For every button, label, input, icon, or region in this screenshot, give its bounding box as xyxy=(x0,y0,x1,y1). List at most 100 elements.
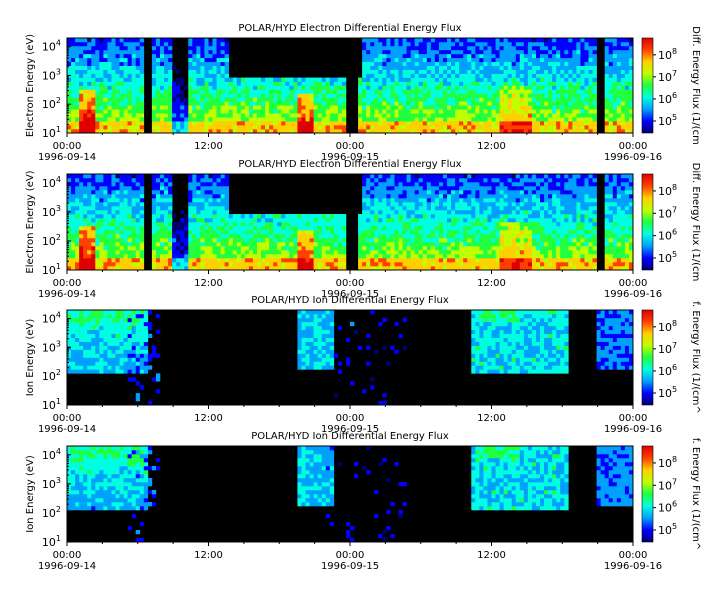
heatmap-cell xyxy=(200,105,205,110)
heatmap-cell xyxy=(479,101,484,106)
heatmap-cell xyxy=(382,178,387,183)
heatmap-cell xyxy=(604,117,610,122)
heatmap-cell xyxy=(511,121,517,126)
heatmap-cell xyxy=(422,238,428,243)
heatmap-cell xyxy=(224,53,230,59)
heatmap-cell xyxy=(224,222,230,227)
heatmap-cell xyxy=(362,190,367,195)
heatmap-cell xyxy=(511,109,517,114)
heatmap-cell xyxy=(127,206,132,211)
heatmap-cell xyxy=(616,77,622,82)
heatmap-cell xyxy=(362,214,367,219)
heatmap-cell xyxy=(216,174,221,179)
heatmap-cell xyxy=(220,89,225,94)
y-tick-label: 101 xyxy=(42,125,61,140)
heatmap-cell xyxy=(576,65,581,70)
heatmap-cell xyxy=(293,77,298,82)
heatmap-cell xyxy=(325,246,331,251)
heatmap-cell xyxy=(192,238,197,243)
heatmap-cell xyxy=(248,258,254,263)
heatmap-cell xyxy=(406,117,411,122)
heatmap-cell xyxy=(220,242,225,247)
heatmap-cell xyxy=(507,41,513,47)
heatmap-cell xyxy=(337,250,343,255)
heatmap-cell xyxy=(495,61,500,67)
heatmap-cell xyxy=(168,89,173,94)
heatmap-cell xyxy=(398,234,403,239)
heatmap-cell xyxy=(442,230,448,235)
heatmap-cell xyxy=(531,69,537,74)
heatmap-cell xyxy=(208,49,213,55)
heatmap-cell xyxy=(386,202,391,207)
heatmap-cell xyxy=(519,117,525,122)
heatmap-cell xyxy=(430,238,436,243)
heatmap-cell xyxy=(224,69,230,74)
heatmap-cell xyxy=(95,266,100,271)
heatmap-cell xyxy=(430,77,436,82)
heatmap-cell xyxy=(459,69,464,74)
heatmap-cell xyxy=(374,65,379,70)
heatmap-cell xyxy=(131,182,137,187)
heatmap-cell xyxy=(103,49,108,55)
heatmap-cell xyxy=(426,174,432,179)
heatmap-cell xyxy=(402,97,407,102)
heatmap-cell xyxy=(341,117,347,122)
x-tick-date: 1996-09-16 xyxy=(604,152,662,163)
heatmap-cell xyxy=(164,230,169,235)
spectrogram-panel-1: POLAR/HYD Electron Differential Energy F… xyxy=(25,23,701,163)
heatmap-cell xyxy=(151,238,157,243)
heatmap-cell xyxy=(455,186,460,191)
heatmap-cell xyxy=(293,85,298,90)
heatmap-cell xyxy=(438,242,444,247)
heatmap-cell xyxy=(418,218,424,223)
heatmap-cell xyxy=(511,101,517,106)
heatmap-cell xyxy=(123,210,128,215)
heatmap-cell xyxy=(301,125,306,130)
heatmap-cell xyxy=(548,121,553,126)
heatmap-cell xyxy=(188,178,193,183)
heatmap-cell xyxy=(523,45,529,51)
heatmap-cell xyxy=(386,206,391,211)
heatmap-cell xyxy=(313,266,318,271)
heatmap-cell xyxy=(523,93,529,98)
heatmap-cell xyxy=(499,125,504,130)
heatmap-cell xyxy=(257,89,262,94)
heatmap-cell xyxy=(588,49,593,55)
heatmap-cell xyxy=(83,206,88,211)
heatmap-cell xyxy=(604,77,610,82)
colorbar-tick-label: 107 xyxy=(658,69,677,84)
heatmap-cell xyxy=(620,97,626,102)
heatmap-cell xyxy=(281,266,286,271)
heatmap-cell xyxy=(572,77,577,82)
heatmap-cell xyxy=(131,246,137,251)
heatmap-cell xyxy=(91,49,96,55)
heatmap-cell xyxy=(192,61,197,67)
heatmap-cell xyxy=(159,73,165,78)
heatmap-cell xyxy=(337,218,343,223)
heatmap-cell xyxy=(115,65,120,70)
heatmap-cell xyxy=(483,45,488,51)
heatmap-cell xyxy=(438,182,444,187)
heatmap-cell xyxy=(394,178,399,183)
heatmap-cell xyxy=(378,218,383,223)
heatmap-cell xyxy=(624,105,630,110)
heatmap-cell xyxy=(265,109,270,114)
heatmap-cell xyxy=(402,57,407,63)
heatmap-cell xyxy=(111,198,116,203)
heatmap-cell xyxy=(277,242,282,247)
heatmap-cell xyxy=(257,81,262,86)
heatmap-cell xyxy=(273,85,278,90)
heatmap-cell xyxy=(519,57,525,63)
heatmap-cell xyxy=(620,65,626,70)
heatmap-cell xyxy=(91,230,96,235)
heatmap-cell xyxy=(155,258,161,263)
heatmap-cell xyxy=(244,226,250,231)
heatmap-cell xyxy=(604,89,610,94)
heatmap-cell xyxy=(180,262,185,267)
heatmap-cell xyxy=(572,69,577,74)
heatmap-cell xyxy=(220,178,225,183)
heatmap-cell xyxy=(442,85,448,90)
heatmap-cell xyxy=(216,202,221,207)
heatmap-cell xyxy=(580,41,585,47)
heatmap-cell xyxy=(87,258,92,263)
